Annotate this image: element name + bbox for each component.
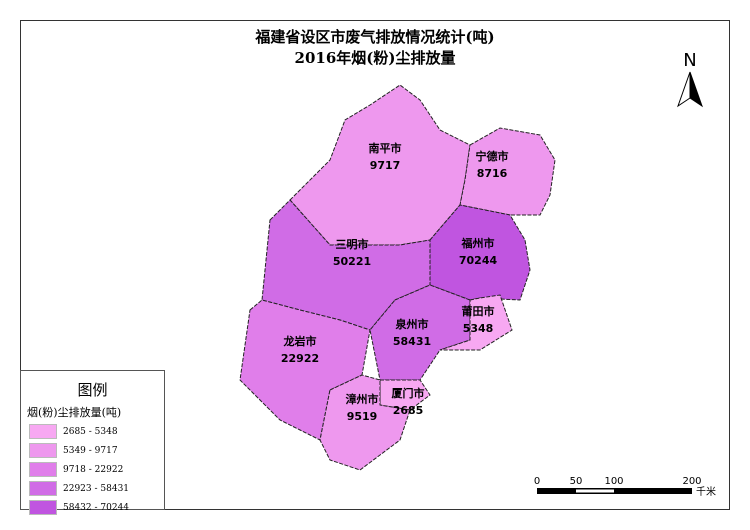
scale-tick: 50 [570, 476, 583, 487]
region-value: 9519 [347, 410, 378, 423]
region-name: 厦门市 [392, 386, 425, 400]
legend-item: 22923 - 58431 [29, 481, 164, 496]
legend-label: 22923 - 58431 [63, 483, 130, 494]
region-value: 9717 [370, 159, 401, 172]
legend-subtitle: 烟(粉)尘排放量(吨) [27, 406, 122, 419]
region-value: 8716 [477, 167, 508, 180]
legend-label: 58432 - 70244 [63, 502, 130, 513]
region-value: 22922 [281, 352, 319, 365]
region-value: 50221 [333, 255, 371, 268]
region-name: 福州市 [461, 236, 495, 250]
legend-item: 2685 - 5348 [29, 424, 164, 439]
region-name: 漳州市 [346, 392, 379, 406]
legend-item: 58432 - 70244 [29, 500, 164, 515]
region-value: 2685 [393, 404, 424, 417]
legend-swatch [29, 462, 57, 477]
legend-swatch [29, 443, 57, 458]
region-name: 三明市 [336, 237, 369, 251]
north-label: N [683, 50, 696, 71]
region-value: 5348 [463, 322, 494, 335]
legend-swatch [29, 500, 57, 515]
region-name: 宁德市 [476, 149, 509, 163]
region-1 [459, 127, 556, 216]
north-arrow-icon [677, 71, 703, 108]
scale-unit: 千米 [696, 485, 716, 498]
region-value: 70244 [459, 254, 498, 267]
legend-item: 9718 - 22922 [29, 462, 164, 477]
region-name: 龙岩市 [283, 334, 317, 348]
map-subtitle: 2016年烟(粉)尘排放量 [294, 49, 456, 67]
scale-tick: 200 [682, 476, 701, 487]
region-name: 南平市 [369, 141, 402, 155]
region-6 [439, 294, 513, 351]
map-title: 福建省设区市废气排放情况统计(吨) [255, 28, 495, 46]
region-value: 58431 [393, 335, 431, 348]
scale-tick: 100 [604, 476, 623, 487]
legend-swatch [29, 481, 57, 496]
legend-label: 5349 - 9717 [63, 445, 118, 456]
legend-title: 图例 [77, 381, 108, 399]
legend-label: 2685 - 5348 [63, 426, 118, 437]
scale-bar: 0 50 100 200 千米 [534, 476, 716, 498]
region-8 [319, 374, 411, 471]
region-name: 泉州市 [395, 317, 429, 331]
scale-tick: 0 [534, 476, 540, 487]
region-name: 莆田市 [462, 304, 495, 318]
legend-label: 9718 - 22922 [63, 464, 124, 475]
legend-item: 5349 - 9717 [29, 443, 164, 458]
map-border [20, 20, 730, 510]
legend: 图例 烟(粉)尘排放量(吨) 2685 - 5348 5349 - 9717 971… [20, 370, 165, 515]
legend-swatch [29, 424, 57, 439]
region-3 [261, 199, 431, 331]
